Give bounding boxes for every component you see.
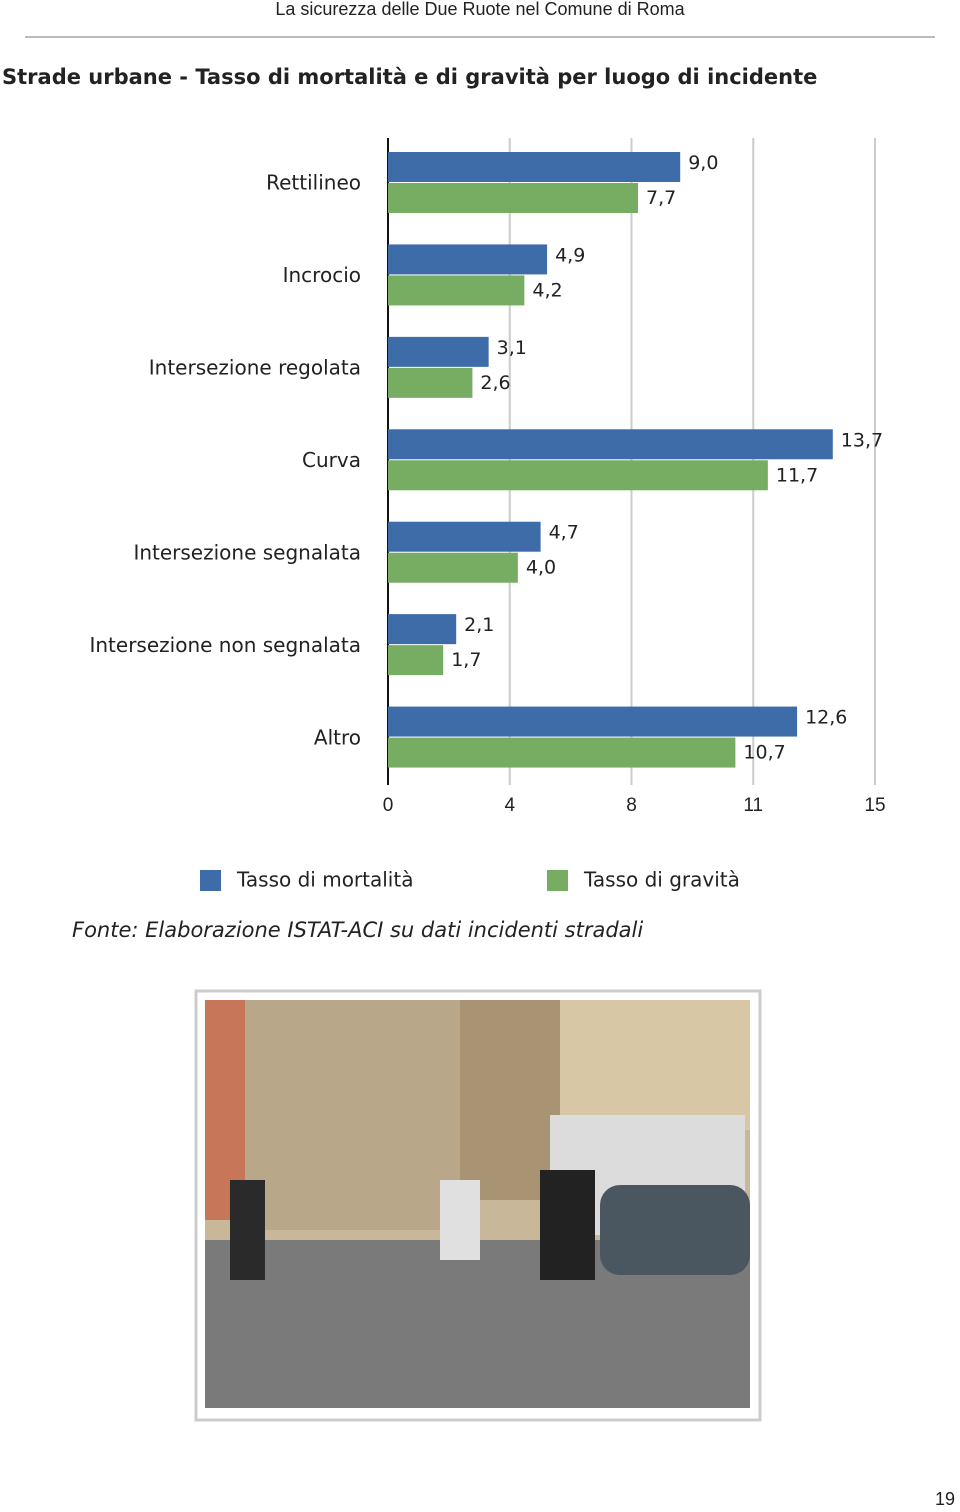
legend-label: Tasso di gravità [583, 868, 740, 892]
bar [388, 737, 736, 768]
value-label: 13,7 [841, 429, 883, 451]
source: Fonte: Elaborazione ISTAT-ACI su dati in… [72, 918, 643, 942]
value-label: 7,7 [646, 187, 676, 209]
legend-swatch [547, 870, 568, 891]
y-tick-label: Altro [314, 725, 361, 749]
chart-title: Strade urbane - Tasso di mortalità e di … [2, 65, 817, 89]
bar [388, 429, 833, 460]
x-tick-label: 4 [504, 795, 515, 816]
value-label: 4,7 [549, 522, 579, 544]
bar [388, 336, 489, 367]
y-tick-label: Rettilineo [266, 171, 361, 195]
x-tick-label: 11 [743, 795, 763, 816]
bar [388, 244, 548, 275]
bar [388, 645, 444, 676]
value-label: 2,6 [480, 372, 510, 394]
bar [388, 183, 638, 213]
bar [388, 552, 518, 583]
value-label: 4,9 [555, 244, 585, 266]
chart: 0 4 8 11 15 Rettilineo 9,0 7,7 Incrocio 4,9 4,2 Int… [89, 138, 886, 892]
bar [388, 706, 798, 737]
running-header: La sicurezza delle Due Ruote nel Comune … [275, 0, 685, 19]
y-tick-label: Intersezione non segnalata [89, 633, 361, 657]
page-number: 19 [935, 1489, 955, 1509]
bar [388, 152, 681, 182]
y-tick-label: Intersezione regolata [149, 356, 361, 380]
value-label: 9,0 [688, 152, 718, 174]
value-label: 1,7 [451, 649, 481, 671]
bar [388, 367, 473, 398]
bar [388, 460, 768, 491]
value-label: 10,7 [743, 742, 785, 764]
bar [388, 275, 525, 306]
y-tick-label: Intersezione segnalata [133, 540, 361, 564]
x-tick-label: 0 [383, 795, 394, 816]
legend-swatch [200, 870, 221, 891]
bar [388, 614, 457, 645]
y-tick-label: Curva [302, 448, 361, 472]
value-label: 4,0 [526, 557, 556, 579]
x-tick-label: 15 [864, 795, 885, 816]
bar [388, 521, 541, 552]
value-label: 4,2 [532, 279, 562, 301]
value-label: 3,1 [497, 337, 527, 359]
value-label: 12,6 [805, 707, 847, 729]
value-label: 11,7 [776, 464, 818, 486]
y-tick-label: Incrocio [283, 263, 361, 287]
value-label: 2,1 [464, 614, 494, 636]
x-tick-label: 8 [626, 795, 637, 816]
photo [194, 989, 762, 1422]
legend-label: Tasso di mortalità [236, 868, 413, 892]
